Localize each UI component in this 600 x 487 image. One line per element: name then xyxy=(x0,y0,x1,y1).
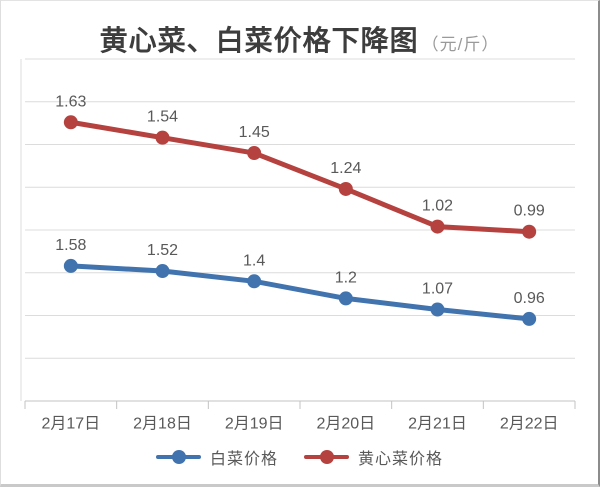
data-point-label: 1.52 xyxy=(147,242,178,259)
data-point xyxy=(247,274,262,289)
data-point-label: 1.02 xyxy=(422,198,453,215)
data-point xyxy=(155,130,170,145)
data-point xyxy=(63,258,78,273)
x-tick-label: 2月21日 xyxy=(408,416,467,433)
legend-marker-huangxincai xyxy=(304,450,349,464)
chart-title: 黄心菜、白菜价格下降图 （元/斤） xyxy=(1,19,598,59)
data-point-label: 0.96 xyxy=(514,290,545,307)
legend-label-baicai: 白菜价格 xyxy=(209,451,278,468)
data-point xyxy=(63,115,78,130)
data-point xyxy=(338,181,353,196)
data-point xyxy=(338,291,353,306)
data-point xyxy=(522,224,537,239)
data-point xyxy=(430,302,445,317)
data-point-label: 1.54 xyxy=(147,109,178,126)
x-tick-label: 2月22日 xyxy=(500,416,559,433)
data-point xyxy=(155,264,170,279)
series-line-1 xyxy=(68,119,532,235)
legend-label-huangxincai: 黄心菜价格 xyxy=(358,451,444,468)
chart-title-text: 黄心菜、白菜价格下降图 xyxy=(99,25,419,56)
x-tick-label: 2月19日 xyxy=(225,416,284,433)
legend-item-huangxincai: 黄心菜价格 xyxy=(304,445,443,469)
legend: 白菜价格 黄心菜价格 xyxy=(1,443,598,471)
data-point-label: 1.24 xyxy=(330,160,361,177)
data-point-label: 1.45 xyxy=(239,124,270,141)
legend-dot-icon xyxy=(320,450,334,464)
chart-title-unit: （元/斤） xyxy=(421,35,500,54)
data-point-label: 1.2 xyxy=(335,269,357,286)
data-point-label: 0.99 xyxy=(514,203,545,220)
data-point-label: 1.63 xyxy=(55,93,86,110)
legend-dot-icon xyxy=(171,450,186,464)
data-point-label: 1.4 xyxy=(243,252,265,269)
data-point xyxy=(430,219,445,234)
data-point-label: 1.58 xyxy=(55,237,86,254)
x-tick-label: 2月18日 xyxy=(133,416,192,433)
data-point-label: 1.07 xyxy=(422,281,453,298)
x-tick-label: 2月20日 xyxy=(316,416,375,433)
legend-marker-baicai xyxy=(155,450,201,464)
series-line-0 xyxy=(68,263,532,322)
data-point xyxy=(522,311,537,326)
x-tick-label: 2月17日 xyxy=(41,416,100,433)
legend-item-baicai: 白菜价格 xyxy=(155,445,278,469)
data-point xyxy=(247,146,262,161)
